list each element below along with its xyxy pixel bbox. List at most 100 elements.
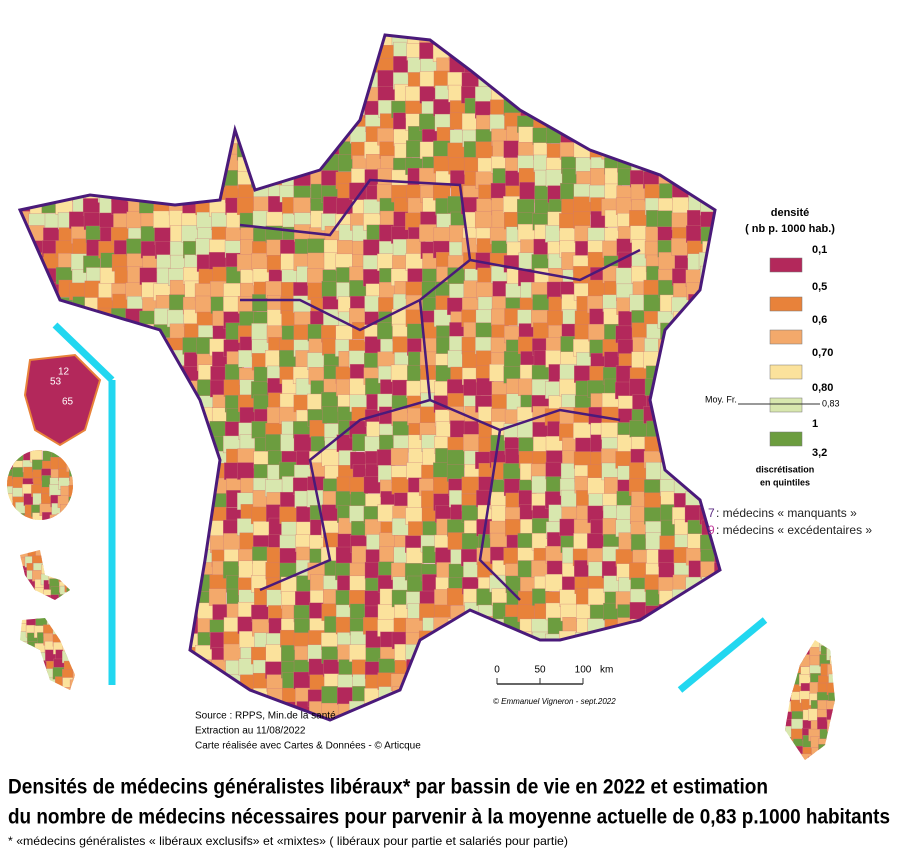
bassin [548,660,566,678]
bassin [671,660,689,678]
legend-break: 3,2 [812,447,827,459]
bassin [406,689,425,707]
bassin [713,252,720,270]
bassin [588,114,606,132]
bassin [446,588,465,606]
bassin [42,59,60,78]
bassin [791,646,805,660]
bassin [672,629,690,648]
legend-title: densité [771,207,810,219]
bassin [252,143,270,161]
bassin [576,715,595,720]
bassin [672,420,690,439]
bassin [180,409,199,428]
bassin [701,631,719,650]
bassin [505,658,523,676]
bassin [152,365,171,383]
bassin [83,587,101,606]
bassin [169,70,187,89]
bassin [140,504,159,522]
bassin [618,35,636,46]
bassin [111,337,130,355]
bassin [518,87,537,105]
bassin [139,421,157,439]
bassin [685,336,704,354]
bassin [40,156,59,174]
bassin [464,671,482,690]
bassin [141,449,160,467]
bassin [68,154,87,173]
bassin [223,533,241,551]
bassin [294,100,312,119]
bassin [155,353,173,371]
bassin [714,322,720,341]
bassin [70,35,89,48]
bassin [184,59,202,77]
bassin [449,686,467,705]
bassin [183,83,201,102]
bassin [85,42,103,60]
bassin [183,70,202,89]
bassin [282,157,300,175]
bassin [685,647,703,665]
bassin [629,562,647,580]
bassin [139,534,157,552]
bassin [475,660,493,678]
bassin [86,647,104,665]
bassin [336,113,354,131]
bassin [265,57,283,75]
bassin [55,141,73,160]
bassin [156,462,174,480]
bassin [838,728,850,740]
bassin [110,715,129,720]
bassin [197,171,215,189]
mean-label: Moy. Fr. [705,394,737,404]
bassin [603,716,621,720]
bassin [49,514,63,520]
bassin [447,700,466,718]
bassin [54,688,67,690]
bassin [127,85,145,104]
bassin [71,652,75,665]
bassin [520,35,539,46]
bassin [702,713,720,720]
bassin [41,714,60,720]
bassin [139,381,157,399]
bassin [671,380,689,398]
bassin [714,339,720,357]
bassin [296,112,315,130]
bassin [237,112,255,130]
bassin [181,491,199,509]
bassin [503,631,521,650]
bassin [559,646,578,665]
bassin [464,701,482,719]
bassin [658,45,676,63]
bassin [715,702,720,720]
bassin [701,589,720,607]
bassin [321,686,339,704]
bassin [251,323,269,341]
bassin [209,156,227,174]
bassin [126,98,144,116]
bassin [126,142,144,161]
bassin [20,658,31,672]
bassin [252,115,270,133]
bassin [436,703,454,720]
bassin [716,198,720,216]
bassin [111,701,129,719]
bassin [57,605,76,623]
bassin [702,338,720,357]
bassin [20,183,35,201]
bassin [20,677,29,690]
bassin [688,309,706,328]
bassin [20,84,33,102]
bassin [392,700,411,718]
bassin [182,43,200,62]
bassin [614,688,633,706]
bassin [114,114,133,132]
bassin [643,701,661,719]
bassin [629,378,647,396]
bassin [127,436,145,455]
bassin [140,492,158,511]
bassin [139,478,157,497]
